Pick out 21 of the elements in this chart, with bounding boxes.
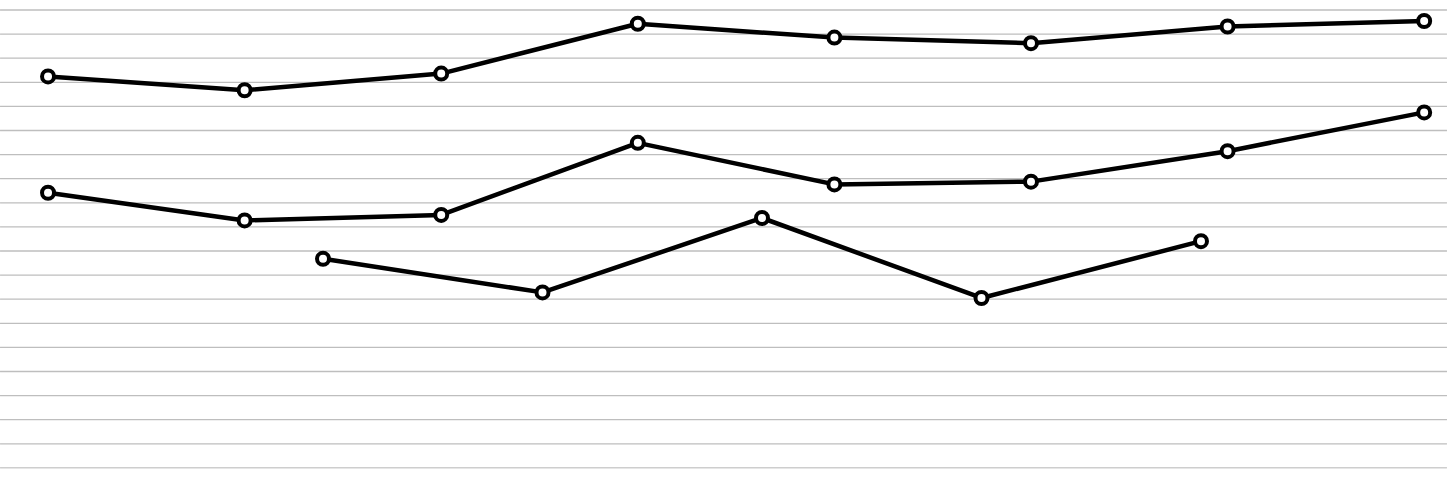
point [433,65,450,82]
point [40,184,57,201]
point [1022,173,1039,190]
point [629,134,646,151]
point [826,29,843,46]
point [754,209,770,226]
point [1022,35,1039,52]
point [236,212,253,229]
point [433,206,450,223]
point [1219,18,1236,35]
point [1416,104,1433,121]
point [236,82,253,99]
point [629,15,646,32]
point [1416,12,1433,29]
point [973,289,990,306]
point [315,250,332,267]
point [40,68,57,85]
point [1192,233,1209,250]
point [1219,143,1236,160]
point [826,176,843,193]
point [534,284,551,301]
